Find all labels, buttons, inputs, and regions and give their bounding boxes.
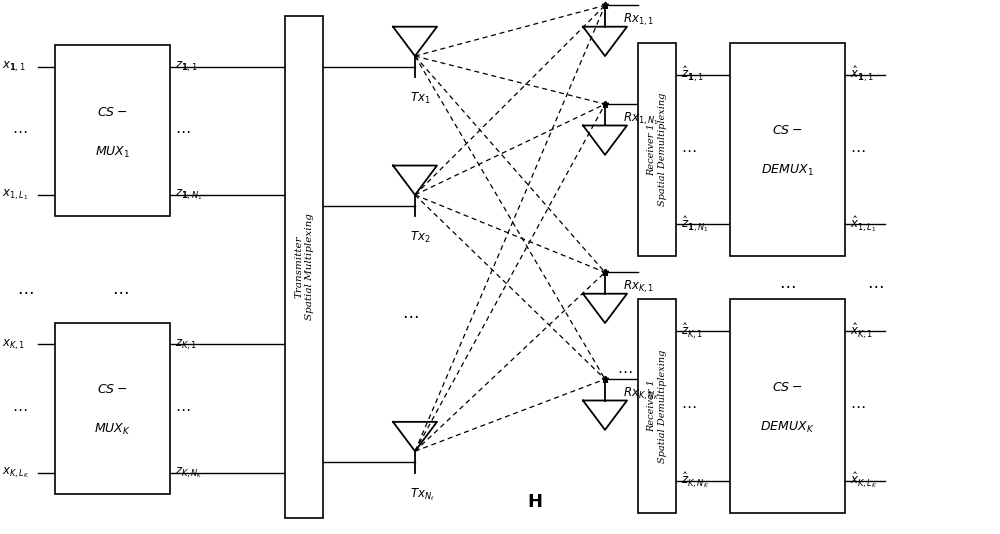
FancyBboxPatch shape [55,45,170,216]
Text: Receiver 1
Spatial Demultiplexing: Receiver 1 Spatial Demultiplexing [647,93,667,206]
Text: $x_{\mathbf{1},1}$: $x_{\mathbf{1},1}$ [2,60,26,74]
Text: $\cdots$: $\cdots$ [681,143,696,156]
Text: $\hat{x}_{K,1}$: $\hat{x}_{K,1}$ [850,321,873,341]
Text: $\cdots$: $\cdots$ [850,143,865,156]
Text: Transmitter
Spatial Multiplexing: Transmitter Spatial Multiplexing [294,214,314,320]
Text: $CS-$: $CS-$ [772,124,803,137]
Text: $\hat{x}_{1,L_1}$: $\hat{x}_{1,L_1}$ [850,215,877,234]
Text: Receiver 1
Spatial Demultiplexing: Receiver 1 Spatial Demultiplexing [647,349,667,462]
Text: $\cdots$: $\cdots$ [850,399,865,413]
Text: $\cdots$: $\cdots$ [617,364,633,378]
Text: $DEMUX_K$: $DEMUX_K$ [760,420,815,435]
Text: $z_{K,N_K}$: $z_{K,N_K}$ [175,465,203,480]
Text: $x_{K,L_K}$: $x_{K,L_K}$ [2,465,30,480]
Text: $\cdots$: $\cdots$ [681,399,696,413]
Text: $\cdots$: $\cdots$ [12,124,27,138]
Text: $x_{1,L_1}$: $x_{1,L_1}$ [2,187,28,202]
FancyBboxPatch shape [730,299,845,513]
Text: $DEMUX_1$: $DEMUX_1$ [761,163,814,178]
Text: $x_{K,1}$: $x_{K,1}$ [2,337,25,351]
Text: $Rx_{K,1}$: $Rx_{K,1}$ [623,279,654,295]
Text: $\mathbf{H}$: $\mathbf{H}$ [527,493,543,511]
Text: $\cdots$: $\cdots$ [175,402,190,415]
Text: $\hat{x}_{K,L_K}$: $\hat{x}_{K,L_K}$ [850,471,878,490]
Text: $z_{\mathbf{1},N_1}$: $z_{\mathbf{1},N_1}$ [175,187,202,202]
Text: $MUX_1$: $MUX_1$ [95,145,130,160]
Text: $CS-$: $CS-$ [97,106,128,119]
Text: $CS-$: $CS-$ [97,383,128,396]
Text: $\cdots$: $\cdots$ [175,124,190,138]
Text: $\hat{z}_{\mathbf{1},1}$: $\hat{z}_{\mathbf{1},1}$ [681,65,704,84]
Text: $\cdots$: $\cdots$ [402,307,418,324]
Text: $MUX_K$: $MUX_K$ [94,422,131,437]
Text: $Tx_2$: $Tx_2$ [410,230,431,245]
Text: $CS-$: $CS-$ [772,381,803,394]
Text: $Tx_1$: $Tx_1$ [410,91,431,106]
Text: $\cdots$: $\cdots$ [112,282,128,300]
Text: $\hat{z}_{K,N_K}$: $\hat{z}_{K,N_K}$ [681,471,709,490]
Text: $z_{K,1}$: $z_{K,1}$ [175,337,197,351]
Text: $\cdots$: $\cdots$ [17,282,33,300]
FancyBboxPatch shape [638,43,676,256]
FancyBboxPatch shape [638,299,676,513]
Text: $Tx_{N_t}$: $Tx_{N_t}$ [410,486,435,502]
Text: $Rx_{K,N_K}$: $Rx_{K,N_K}$ [623,385,660,402]
Text: $\cdots$: $\cdots$ [779,277,796,294]
Text: $Rx_{1,N_1}$: $Rx_{1,N_1}$ [623,110,659,127]
Text: $\hat{x}_{\mathbf{1},1}$: $\hat{x}_{\mathbf{1},1}$ [850,65,874,84]
FancyBboxPatch shape [55,323,170,494]
Text: $\cdots$: $\cdots$ [867,277,883,294]
Text: $\hat{z}_{\mathbf{1},N_1}$: $\hat{z}_{\mathbf{1},N_1}$ [681,215,709,234]
FancyBboxPatch shape [285,16,323,518]
Text: $\hat{z}_{K,1}$: $\hat{z}_{K,1}$ [681,321,703,341]
Text: $z_{\mathbf{1},1}$: $z_{\mathbf{1},1}$ [175,60,198,74]
Text: $\cdots$: $\cdots$ [12,402,27,415]
Text: $Rx_{1,1}$: $Rx_{1,1}$ [623,12,654,28]
FancyBboxPatch shape [730,43,845,256]
